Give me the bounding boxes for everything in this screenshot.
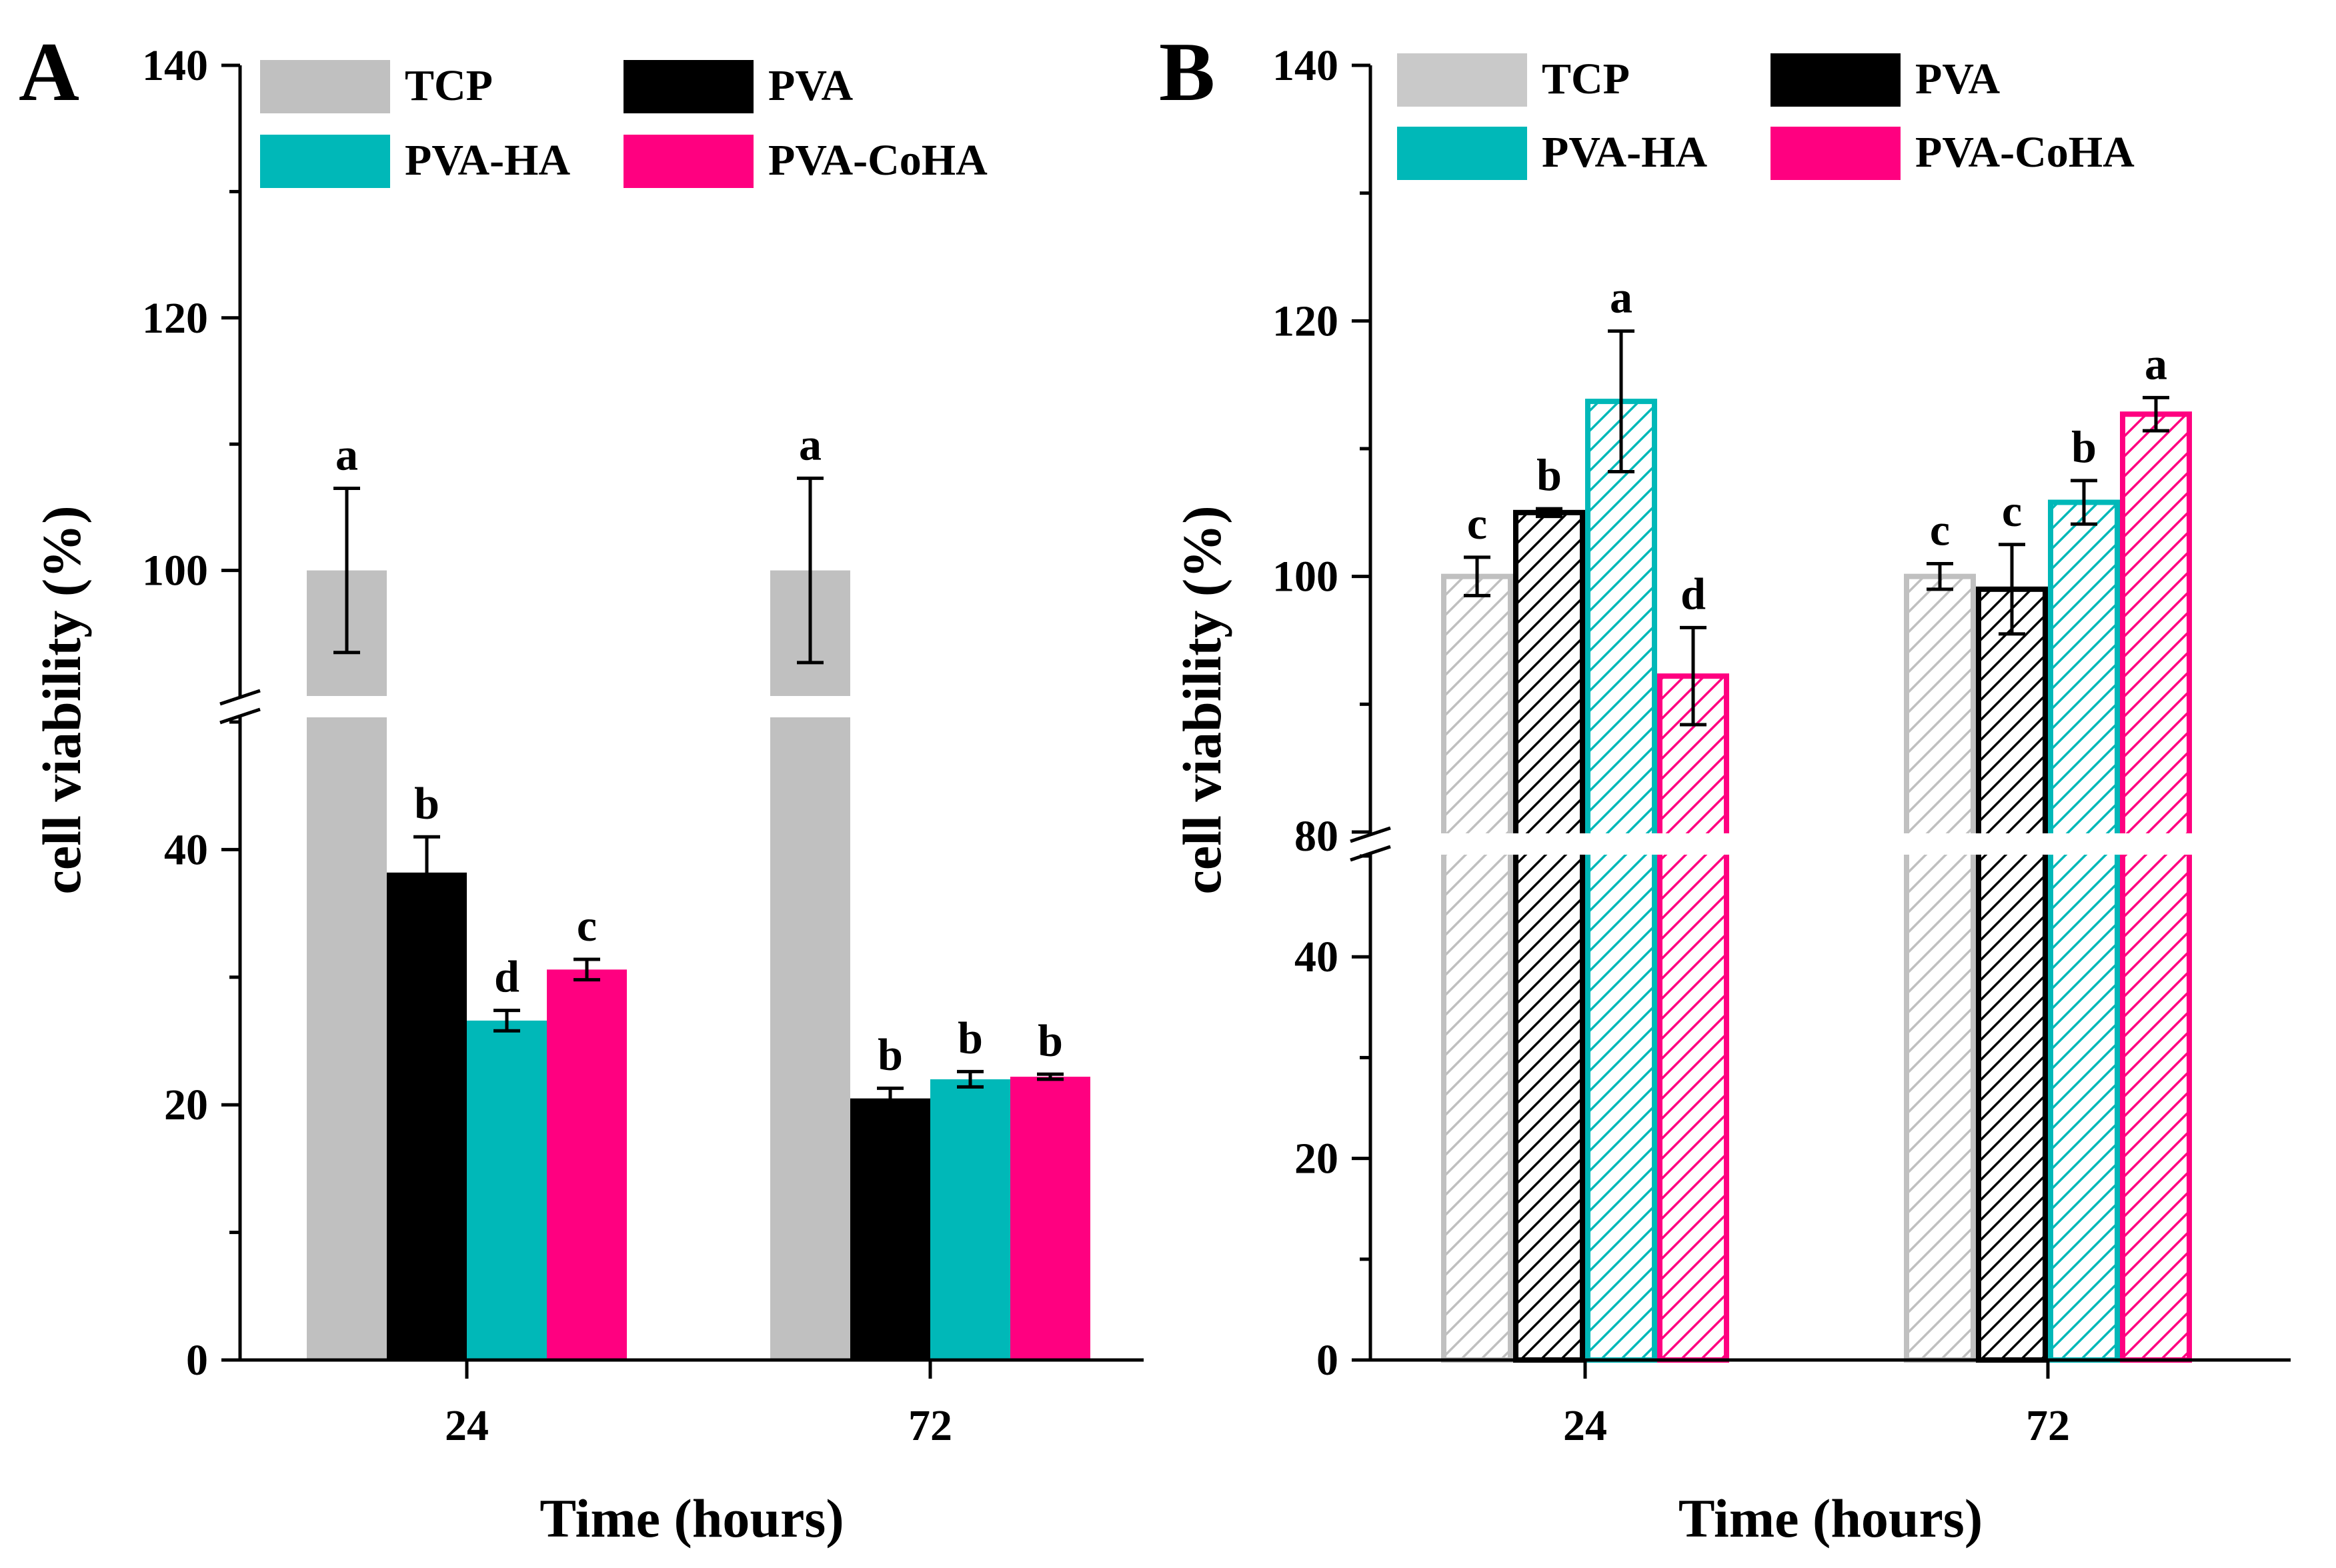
- legend-label: PVA: [768, 61, 853, 110]
- x-axis-title: Time (hours): [1678, 1488, 1983, 1549]
- x-tick-label: 72: [2026, 1401, 2070, 1450]
- y-tick-label: 100: [1272, 553, 1338, 601]
- significance-label: b: [1536, 449, 1562, 500]
- bar: [1976, 586, 2048, 1363]
- bar: [1010, 1077, 1090, 1360]
- y-tick-label: 20: [164, 1081, 208, 1129]
- y-tick-label: 80: [1294, 812, 1338, 861]
- legend-item: PVA-HA: [260, 135, 570, 188]
- y-tick-label: 40: [1294, 933, 1338, 981]
- x-axis-title: Time (hours): [539, 1488, 844, 1549]
- legend-item: PVA: [624, 60, 853, 113]
- legend-label: PVA-HA: [405, 136, 570, 185]
- y-tick-label: 0: [186, 1336, 208, 1385]
- significance-label: a: [335, 429, 358, 479]
- panel-letter: A: [19, 26, 79, 119]
- legend-label: PVA: [1915, 55, 2000, 103]
- y-tick-label: 140: [142, 41, 208, 90]
- bar: [1657, 673, 1729, 1363]
- legend-item: PVA-HA: [1397, 127, 1707, 180]
- panel-letter: B: [1159, 26, 1215, 119]
- legend-swatch: [624, 135, 754, 188]
- legend-item: TCP: [1397, 53, 1630, 107]
- significance-label: a: [2145, 338, 2167, 389]
- significance-label: b: [2071, 421, 2097, 472]
- legend-swatch: [1397, 53, 1527, 107]
- legend-label: PVA-CoHA: [1915, 128, 2135, 177]
- legend: TCP PVA PVA-HA PVA-CoHA: [1397, 53, 2135, 180]
- legend-label: TCP: [1542, 55, 1630, 103]
- significance-label: b: [958, 1012, 983, 1063]
- significance-label: a: [1610, 272, 1632, 323]
- bar: [850, 1098, 930, 1360]
- x-tick-label: 24: [445, 1401, 489, 1450]
- significance-label: c: [2002, 485, 2022, 536]
- legend: TCP PVA PVA-HA PVA-CoHA: [260, 60, 988, 188]
- bar: [2048, 499, 2120, 1363]
- legend-item: TCP: [260, 60, 493, 113]
- y-tick-label: 20: [1294, 1135, 1338, 1183]
- bar: [547, 969, 627, 1360]
- significance-label: c: [577, 900, 597, 951]
- axis-break-gap: [213, 696, 1170, 717]
- bar: [930, 1079, 1010, 1360]
- bar: [467, 1020, 547, 1360]
- significance-label: d: [494, 951, 519, 1002]
- legend-label: PVA-CoHA: [768, 136, 988, 185]
- legend-swatch: [1397, 127, 1527, 180]
- legend-item: PVA-CoHA: [1771, 127, 2135, 180]
- y-tick-label: 120: [1272, 297, 1338, 345]
- significance-label: c: [1467, 498, 1487, 549]
- bar: [770, 570, 850, 1360]
- bar: [307, 570, 387, 1360]
- bar: [2120, 411, 2192, 1363]
- significance-label: d: [1680, 568, 1706, 619]
- y-tick-label: 0: [1316, 1336, 1338, 1385]
- axis-break-gap: [1344, 833, 2317, 855]
- y-tick-label: 40: [164, 825, 208, 874]
- y-axis-title: cell viability (%): [31, 505, 92, 894]
- panel-a: Aa b d c a b b b 0 20 40 100 120 140 24 72 Time (hours) c…: [19, 26, 1170, 1549]
- bar: [1585, 399, 1657, 1363]
- significance-label: b: [1038, 1015, 1063, 1065]
- significance-label: b: [414, 777, 439, 828]
- significance-label: c: [1930, 505, 1950, 555]
- legend-item: PVA-CoHA: [624, 135, 988, 188]
- y-axis-title: cell viability (%): [1172, 505, 1232, 894]
- bar: [1904, 573, 1976, 1363]
- legend-swatch: [260, 135, 390, 188]
- legend-swatch: [260, 60, 390, 113]
- legend-label: PVA-HA: [1542, 128, 1707, 177]
- x-tick-label: 24: [1563, 1401, 1607, 1450]
- significance-label: b: [878, 1029, 903, 1079]
- bar: [1441, 573, 1513, 1363]
- legend-label: TCP: [405, 61, 493, 110]
- x-tick-label: 72: [908, 1401, 952, 1450]
- bars: a b d c a b b b: [307, 419, 1090, 1360]
- legend-item: PVA: [1771, 53, 2000, 107]
- bar: [387, 872, 467, 1360]
- legend-swatch: [1771, 127, 1901, 180]
- y-tick-label: 140: [1272, 41, 1338, 90]
- y-tick-label: 120: [142, 294, 208, 343]
- y-tick-label: 100: [142, 547, 208, 595]
- legend-swatch: [624, 60, 754, 113]
- legend-swatch: [1771, 53, 1901, 107]
- significance-label: a: [799, 419, 822, 469]
- bar: [1513, 509, 1585, 1363]
